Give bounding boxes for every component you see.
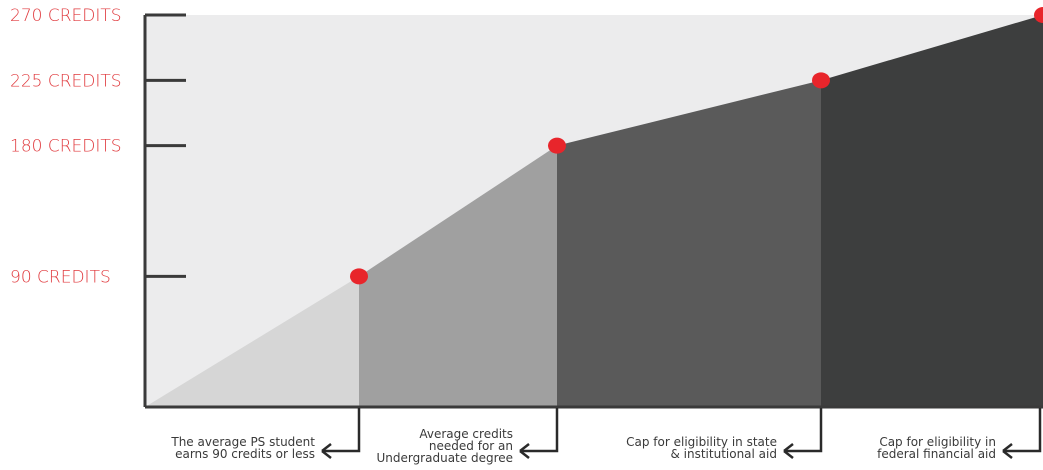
area-segment-3 <box>557 80 821 407</box>
y-tick-label-270: 270 CREDITS <box>10 6 122 26</box>
annotation-text-line: earns 90 credits or less <box>175 447 315 461</box>
annotation-text-line: Cap for eligibility in <box>879 435 996 449</box>
area-segment-1 <box>145 276 359 407</box>
arrow-head-icon <box>519 443 530 459</box>
annotation-text-line: Average credits <box>419 427 513 441</box>
arrow-head-icon <box>321 443 332 459</box>
annotation-text-line: federal financial aid <box>877 447 996 461</box>
annotation-arrow-line <box>1004 408 1042 453</box>
y-tick-label-180: 180 CREDITS <box>10 137 122 157</box>
annotation-text-line: Undergraduate degree <box>376 451 513 465</box>
annotation-text-line: needed for an <box>429 439 513 453</box>
data-point-270-credits <box>1034 7 1043 23</box>
annotation-text-line: Cap for eligibility in state <box>626 435 777 449</box>
arrow-head-icon <box>1002 443 1013 459</box>
annotation-text-line: The average PS student <box>170 435 315 449</box>
annotation-arrow-line <box>521 408 559 453</box>
annotation-text-line: & institutional aid <box>670 447 777 461</box>
annotation-arrow-line <box>323 408 361 453</box>
data-point-90-credits <box>350 268 368 285</box>
area-segment-4 <box>821 15 1043 407</box>
y-tick-label-225: 225 CREDITS <box>10 71 122 91</box>
annotation-arrow-line <box>785 408 823 453</box>
area-segment-2 <box>359 145 557 407</box>
y-tick-label-90: 90 CREDITS <box>10 267 111 287</box>
data-point-180-credits <box>548 137 566 154</box>
annotation-3: Cap for eligibility in state& institutio… <box>626 408 823 461</box>
data-point-225-credits <box>812 72 830 89</box>
arrow-head-icon <box>783 443 794 459</box>
